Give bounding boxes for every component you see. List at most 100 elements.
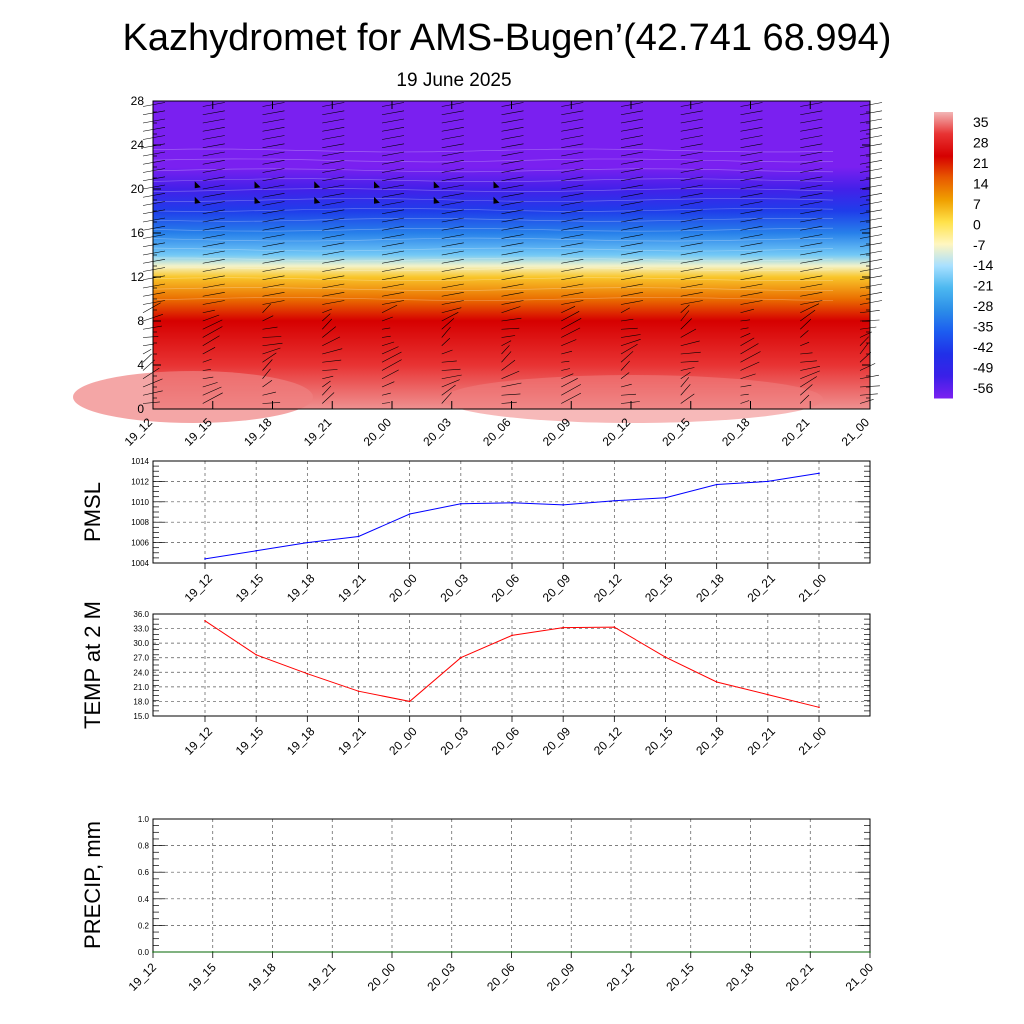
wind-barb (561, 339, 577, 347)
wind-barb (262, 250, 285, 256)
wind-barb (381, 369, 399, 380)
heat-ytick-label: 12 (131, 270, 145, 284)
wind-barb (561, 242, 584, 248)
wind-barb (800, 275, 823, 281)
wind-barb (680, 135, 703, 140)
wind-barb (441, 151, 464, 157)
wind-barb (322, 250, 345, 256)
wind-barb (561, 127, 584, 132)
series-point (749, 951, 752, 953)
wind-barb (262, 402, 281, 404)
heat-ytick-label: 0 (137, 402, 144, 416)
series-point (212, 951, 214, 953)
colorbar-label: -28 (973, 298, 993, 314)
heat-contour-line (152, 168, 834, 173)
temp-panel: 15.0 18.0 21.0 24.0 27.0 30.0 33.0 36.0 19_12 19_… (80, 601, 871, 758)
wind-barb (441, 225, 464, 231)
wind-barb (262, 283, 285, 289)
wind-barb (680, 160, 703, 165)
series-point (715, 681, 718, 683)
wind-barb (142, 151, 166, 157)
series-point (306, 672, 309, 675)
wind-barb (262, 225, 285, 231)
wind-barb (322, 267, 345, 272)
wind-barb (501, 283, 524, 289)
pmsl-panel: 1004 1006 1008 1010 1012 1014 19_12 19_15 19_18 1… (80, 457, 871, 605)
xtick-label: 20_18 (723, 960, 757, 994)
xtick-label: 20_21 (744, 724, 778, 758)
wind-barb (859, 201, 883, 206)
xtick-label: 20_15 (642, 724, 676, 758)
series-point (204, 620, 206, 622)
heat-ytick-label: 24 (131, 138, 145, 152)
series-point (357, 535, 360, 538)
wind-barb (859, 374, 879, 380)
wind-barb (381, 327, 391, 330)
wind-barb (620, 168, 644, 173)
wind-barb (381, 359, 402, 371)
wind-barb (561, 160, 584, 165)
wind-barb (441, 349, 453, 355)
wind-barb (800, 250, 823, 256)
wind-barb (381, 118, 405, 124)
colorbar-label: 0 (973, 216, 981, 232)
wind-barb (441, 217, 464, 223)
wind-barb (381, 292, 405, 297)
heat-contour-line (152, 217, 834, 222)
wind-barb (381, 351, 402, 363)
wind-barb (620, 267, 644, 272)
series-point (391, 951, 393, 953)
wind-barb (740, 135, 763, 140)
wind-barb (262, 342, 283, 347)
xtick-label: 19_18 (284, 724, 318, 758)
series-point (451, 951, 453, 953)
heat-ytick-label: 28 (131, 94, 145, 108)
ytick-label: 1.0 (138, 815, 150, 824)
heat-contour-line (152, 237, 834, 242)
series-point (562, 504, 564, 506)
wind-barb (202, 151, 225, 157)
wind-barb (800, 110, 823, 116)
colorbar-label: 14 (973, 176, 989, 192)
wind-barb (859, 217, 883, 223)
plot-area (153, 614, 870, 716)
ytick-label: 24.0 (133, 668, 149, 677)
wind-barb (441, 160, 464, 165)
wind-barb-pennant (374, 196, 380, 204)
wind-barb (322, 110, 345, 116)
wind-barb (441, 234, 464, 239)
wind-barb (501, 242, 524, 248)
wind-barb (381, 304, 398, 314)
wind-barb (620, 259, 644, 264)
ytick-label: 27.0 (133, 654, 149, 663)
wind-barb (142, 325, 162, 330)
wind-barb (501, 275, 524, 281)
series-point (460, 656, 462, 659)
wind-barb (561, 143, 584, 149)
colorbar-label: -35 (973, 319, 993, 335)
wind-barb (620, 102, 644, 107)
xtick-label: 19_15 (233, 724, 267, 758)
wind-barb (859, 250, 883, 256)
wind-barb (262, 151, 285, 157)
heat-warm-core (73, 371, 313, 423)
wind-barb (859, 283, 883, 289)
xtick-label: 20_03 (437, 724, 471, 758)
wind-barb (262, 292, 285, 297)
wind-barb (800, 225, 823, 231)
wind-barb (202, 118, 225, 124)
wind-barb (142, 160, 166, 165)
wind-barb (501, 234, 524, 239)
wind-barb (322, 160, 345, 165)
heat-contour-line (152, 178, 834, 183)
wind-barb (740, 234, 763, 239)
wind-barb (202, 376, 214, 380)
wind-barb (202, 267, 225, 272)
wind-barb (680, 184, 703, 190)
wind-barb (561, 360, 570, 363)
wind-barb (740, 319, 751, 322)
ytick-label: 33.0 (133, 625, 149, 634)
wind-barb (800, 127, 823, 132)
wind-barb (501, 370, 520, 380)
heat-xtick-label: 21_00 (839, 415, 873, 449)
